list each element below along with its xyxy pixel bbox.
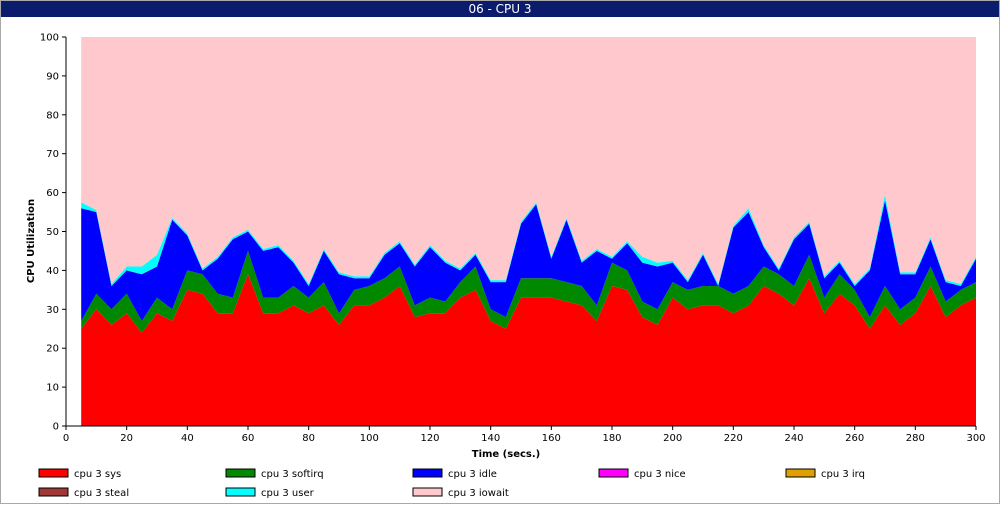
area-series-group: [81, 37, 976, 426]
legend-swatch: [38, 468, 69, 478]
x-tick-label: 260: [845, 433, 864, 444]
legend-item-cpu-3-steal: cpu 3 steal: [38, 487, 129, 499]
legend-label: cpu 3 idle: [448, 469, 497, 480]
x-tick-label: 300: [966, 433, 985, 444]
x-tick-label: 160: [542, 433, 561, 444]
y-tick-label: 40: [46, 266, 59, 277]
y-tick-label: 30: [46, 305, 59, 316]
y-tick-label: 100: [40, 33, 59, 44]
y-tick-label: 90: [46, 71, 59, 82]
legend-label: cpu 3 user: [261, 488, 315, 499]
legend-item-cpu-3-user: cpu 3 user: [225, 487, 315, 499]
x-tick-label: 40: [181, 433, 194, 444]
legend-label: cpu 3 iowait: [448, 488, 509, 499]
y-tick-label: 20: [46, 344, 59, 355]
x-tick-label: 120: [420, 433, 439, 444]
x-tick-label: 100: [360, 433, 379, 444]
window-title: 06 - CPU 3: [1, 1, 999, 17]
x-tick-label: 200: [663, 433, 682, 444]
legend: cpu 3 sys cpu 3 softirq cpu 3 idle cpu 3 ni…: [38, 468, 865, 499]
y-tick-group: 0 10 20 30 40 50 60 70 80 90 100: [40, 33, 66, 433]
x-tick-label: 240: [784, 433, 803, 444]
y-tick-label: 70: [46, 149, 59, 160]
area-cpu-3-sys: [81, 274, 976, 426]
x-tick-label: 80: [302, 433, 315, 444]
legend-swatch: [225, 487, 256, 497]
x-tick-label: 280: [906, 433, 925, 444]
area-cpu-3-user: [81, 194, 976, 286]
x-tick-group: 0 20 40 60 80 100 120 140 160 180 200 220 240 260 280 3…: [63, 426, 986, 444]
y-tick-label: 0: [53, 422, 59, 433]
legend-swatch: [38, 487, 69, 497]
y-tick-label: 80: [46, 110, 59, 121]
legend-item-cpu-3-idle: cpu 3 idle: [412, 468, 497, 480]
area-cpu-3-iowait: [81, 37, 976, 284]
legend-swatch: [225, 468, 256, 478]
x-tick-label: 60: [242, 433, 255, 444]
x-tick-label: 220: [724, 433, 743, 444]
legend-swatch: [412, 487, 443, 497]
x-tick-label: 20: [120, 433, 133, 444]
y-tick-label: 50: [46, 227, 59, 238]
area-cpu-3-softirq: [81, 250, 976, 333]
x-tick-label: 0: [63, 433, 69, 444]
legend-item-cpu-3-sys: cpu 3 sys: [38, 468, 121, 480]
x-axis-title: Time (secs.): [472, 449, 541, 460]
legend-item-cpu-3-nice: cpu 3 nice: [598, 468, 686, 480]
legend-swatch: [598, 468, 629, 478]
legend-label: cpu 3 nice: [634, 469, 686, 480]
legend-item-cpu-3-irq: cpu 3 irq: [785, 468, 865, 480]
legend-label: cpu 3 softirq: [261, 469, 324, 480]
legend-item-cpu-3-iowait: cpu 3 iowait: [412, 487, 509, 499]
legend-swatch: [785, 468, 816, 478]
x-tick-label: 180: [602, 433, 621, 444]
legend-label: cpu 3 sys: [74, 469, 121, 480]
x-tick-label: 140: [481, 433, 500, 444]
legend-item-cpu-3-softirq: cpu 3 softirq: [225, 468, 324, 480]
y-tick-label: 10: [46, 383, 59, 394]
legend-swatch: [412, 468, 443, 478]
legend-label: cpu 3 irq: [821, 469, 865, 480]
y-tick-label: 60: [46, 188, 59, 199]
area-cpu-3-idle: [81, 200, 976, 321]
y-axis-title: CPU Utilization: [26, 199, 37, 283]
legend-label: cpu 3 steal: [74, 488, 129, 499]
